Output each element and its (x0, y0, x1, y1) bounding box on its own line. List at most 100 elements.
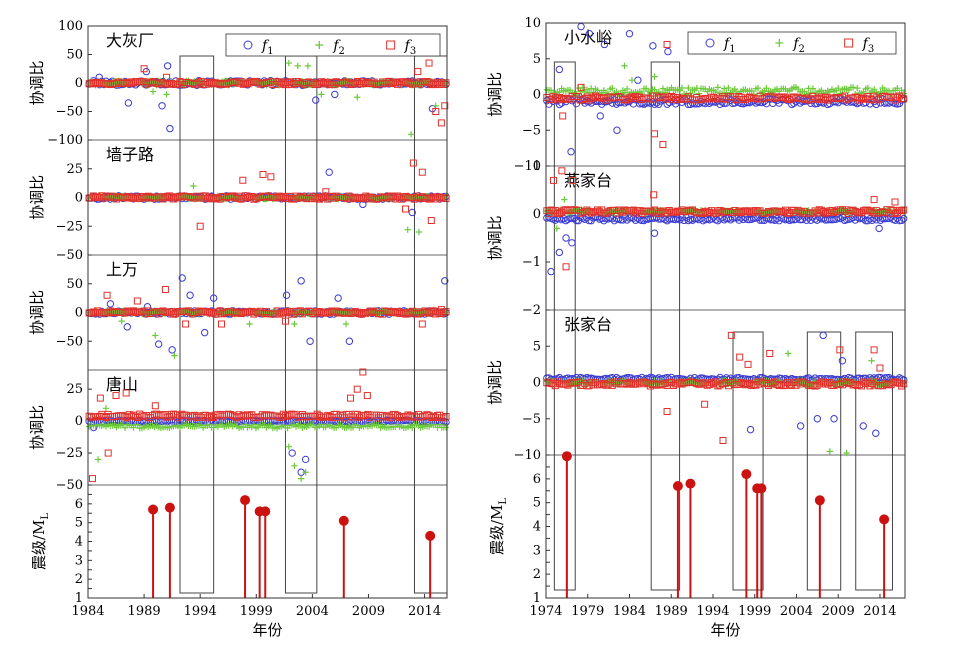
legend-marker-f2 (775, 39, 784, 47)
series-f3 (85, 59, 450, 127)
y-tick-label: 10 (524, 16, 541, 31)
legend-label-f3: f3 (404, 38, 417, 57)
data-point-f2 (94, 456, 102, 463)
quake-marker (756, 483, 767, 494)
data-point-f1 (887, 97, 895, 105)
data-point-f2 (854, 84, 861, 92)
x-tick-label: 2014 (408, 604, 441, 619)
data-point-f3 (866, 382, 874, 390)
legend-label-f2: f2 (792, 36, 805, 55)
data-point-f2 (835, 84, 842, 92)
data-point-f2 (754, 84, 762, 92)
x-tick-label: 1974 (529, 604, 562, 619)
data-point-f3 (719, 437, 727, 444)
data-point-f1 (663, 100, 671, 108)
x-tick-label: 2014 (863, 604, 896, 619)
quake-panel: 1 2 3 4 5 6 震级/ML (488, 451, 890, 606)
data-point-f3 (442, 79, 450, 87)
data-point-f3 (650, 191, 658, 199)
data-point-f1 (625, 30, 634, 38)
data-point-f3 (857, 382, 865, 390)
data-point-f2 (291, 320, 298, 328)
data-point-f1 (682, 97, 690, 105)
data-point-f1 (288, 449, 296, 457)
legend-marker-f1 (243, 40, 253, 50)
data-point-f2 (579, 84, 586, 91)
data-point-f1 (585, 30, 594, 38)
y-tick-label: −50 (56, 478, 83, 493)
data-point-f1 (572, 99, 581, 108)
data-point-f1 (334, 294, 342, 302)
anomaly-window-box (650, 61, 681, 591)
anomaly-window-box (179, 55, 215, 594)
x-axis-label: 年份 (710, 621, 740, 639)
data-point-f3 (836, 346, 844, 354)
legend-label-f1: f1 (723, 36, 736, 55)
x-tick-label: 1984 (71, 604, 104, 619)
plot-frame (545, 22, 906, 599)
data-point-f3 (442, 195, 450, 203)
data-point-f2 (561, 196, 568, 203)
quake-marker (741, 469, 752, 480)
data-point-f1 (832, 215, 840, 223)
legend-marker-f3 (386, 40, 396, 50)
data-point-f1 (813, 415, 822, 423)
data-point-f3 (811, 382, 819, 390)
data-point-f2 (342, 320, 350, 328)
data-point-f2 (809, 85, 817, 92)
y-tick-label: 25 (66, 162, 83, 177)
data-point-f3 (838, 206, 846, 214)
quake-marker (814, 495, 825, 506)
station-name: 唐山 (106, 375, 138, 394)
data-point-f3 (218, 320, 226, 328)
quake-marker (260, 506, 271, 517)
anomaly-window-box (284, 55, 318, 594)
data-point-f2 (843, 449, 850, 457)
anomaly-window-box (855, 331, 893, 591)
data-point-f3 (891, 378, 899, 386)
y-tick-label: 0 (75, 76, 83, 91)
series-f2 (85, 405, 450, 482)
data-point-f3 (577, 83, 585, 91)
x-tick-label: 2009 (352, 604, 385, 619)
data-point-f2 (721, 85, 728, 92)
data-point-f2 (149, 88, 157, 95)
data-point-f3 (112, 392, 120, 400)
data-point-f1 (650, 100, 659, 108)
y-tick-label: 1 (533, 159, 541, 174)
data-point-f1 (872, 429, 880, 437)
data-point-f2 (621, 89, 629, 96)
x-tick-label: 2009 (822, 604, 855, 619)
data-point-f3 (437, 306, 445, 314)
data-point-f3 (140, 65, 148, 73)
data-point-f3 (418, 320, 426, 328)
data-point-f3 (437, 119, 445, 127)
quake-marker (425, 530, 436, 541)
quake-marker (240, 495, 251, 506)
y-tick-label: −50 (56, 105, 83, 120)
y-tick-label: 3 (75, 553, 83, 568)
data-point-f1 (562, 234, 570, 242)
data-point-f2 (898, 87, 905, 94)
data-point-f2 (415, 228, 423, 236)
data-point-f1 (106, 300, 115, 308)
data-point-f3 (182, 320, 190, 328)
data-point-f3 (744, 360, 752, 368)
data-point-f1 (568, 239, 576, 247)
legend: f1 f2 f3 (687, 31, 897, 55)
data-point-f3 (359, 368, 367, 376)
data-point-f1 (441, 277, 449, 285)
station-name: 小水峪 (564, 28, 612, 47)
data-point-f1 (836, 214, 845, 223)
data-point-f2 (190, 182, 197, 190)
data-point-f3 (196, 222, 204, 230)
y-tick-label: −25 (56, 446, 83, 461)
y-tick-label: −5 (522, 123, 541, 138)
data-point-f3 (353, 385, 361, 393)
data-point-f2 (695, 90, 703, 97)
data-point-f2 (725, 84, 732, 92)
data-point-f1 (282, 291, 291, 299)
